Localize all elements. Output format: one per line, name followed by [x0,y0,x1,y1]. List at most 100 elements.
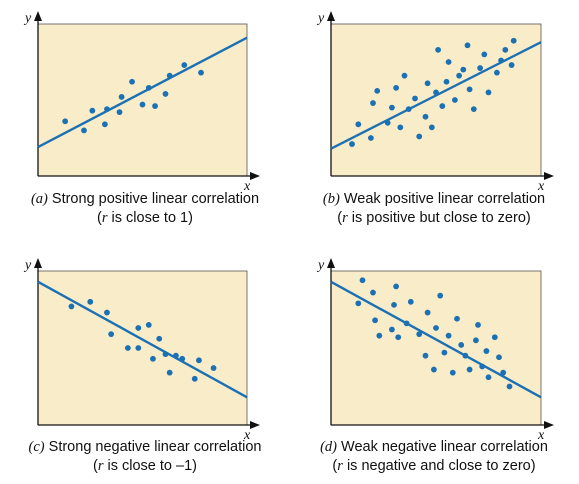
data-point-d-16 [433,325,439,331]
caption-c-line1: (c) Strong negative linear correlation [0,438,290,457]
data-point-a-10 [145,84,152,91]
data-point-b-16 [428,124,435,131]
data-point-a-5 [104,106,110,113]
data-point-b-22 [452,97,458,103]
y-axis-label-c: y [23,258,32,273]
data-point-a-1 [62,118,69,125]
data-point-b-26 [466,86,473,93]
caption-c-text: Strong negative linear correlation [48,439,262,455]
regression-line-a [37,36,248,149]
y-axis-arrow-a [34,11,42,21]
data-point-d-4 [372,317,378,324]
plot-area-b [330,23,542,177]
data-point-b-21 [445,59,452,65]
data-point-c-4 [108,331,115,338]
caption-a: (a) Strong positive linear correlation (… [0,190,290,228]
data-point-d-30 [491,334,498,341]
data-point-c-14 [179,355,186,362]
data-point-b-35 [510,37,517,44]
caption-a-text: Strong positive linear correlation [51,191,260,207]
data-point-d-28 [483,348,490,354]
data-point-d-33 [506,383,513,390]
x-axis-label-b: x [537,179,545,194]
data-point-d-17 [437,292,444,299]
y-axis-label-b: y [316,11,325,26]
x-axis-arrow-c [250,421,260,429]
data-point-d-18 [441,349,448,356]
data-point-a-12 [162,91,169,97]
x-axis-label-c: x [243,428,251,443]
data-point-c-1 [68,303,75,310]
data-point-d-9 [395,334,402,341]
data-point-c-3 [104,309,110,316]
caption-b-text: Weak positive linear correlation [343,191,546,207]
data-point-b-23 [456,72,462,79]
data-point-c-13 [173,352,179,359]
panel-c: yx [23,258,260,443]
data-point-d-15 [431,366,437,373]
y-axis-label-d: y [316,258,325,273]
caption-d-text2: is negative and close to zero [346,458,531,474]
x-axis-label-d: x [537,428,545,443]
caption-b: (b) Weak positive linear correlation (r … [289,190,579,228]
data-point-b-14 [422,113,429,120]
data-point-b-20 [443,78,450,85]
panel-b: yx [316,11,554,194]
data-point-a-14 [181,62,188,68]
data-point-d-6 [389,326,395,333]
caption-b-prefix: (b) [322,191,340,207]
data-point-b-2 [355,121,362,128]
data-point-a-2 [81,127,87,134]
data-point-b-29 [481,51,488,58]
data-point-a-8 [129,78,135,85]
data-point-c-8 [145,322,152,328]
data-point-b-12 [412,95,418,102]
data-point-b-18 [435,46,441,53]
data-point-c-10 [156,335,163,342]
data-point-d-21 [454,315,460,322]
data-point-d-24 [466,366,473,373]
caption-c-text2: is close to –1 [107,458,193,474]
data-point-c-15 [191,375,198,382]
caption-c-var: r [97,458,104,474]
data-point-b-3 [368,135,374,141]
data-point-d-3 [370,289,376,296]
data-point-d-27 [479,363,486,370]
data-point-d-19 [445,332,452,339]
caption-b-text2: is positive but close to zero [351,210,526,226]
data-point-b-15 [424,80,431,87]
x-axis-arrow-a [250,172,260,180]
data-point-c-11 [162,351,169,358]
data-point-d-1 [355,300,362,307]
data-point-a-15 [198,69,204,76]
y-axis-arrow-c [34,258,42,268]
data-point-a-7 [118,94,125,100]
data-point-d-8 [393,283,399,290]
data-point-d-25 [473,337,479,344]
plot-area-a [37,23,248,177]
data-point-c-17 [210,365,217,371]
y-axis-arrow-b [327,11,335,21]
data-point-d-13 [422,352,429,359]
caption-d: (d) Weak negative linear correlation (r … [289,438,579,476]
data-point-b-4 [370,100,376,106]
regression-line-c [37,280,248,399]
caption-a-line2: (r is close to 1) [97,210,193,226]
caption-b-line2: (r is positive but close to zero) [337,210,531,226]
data-point-d-32 [500,369,507,376]
data-point-d-14 [424,309,431,316]
data-point-a-9 [139,101,146,108]
data-point-a-4 [101,121,108,128]
data-point-b-32 [498,57,504,64]
data-point-b-5 [374,87,381,94]
data-point-d-31 [496,354,502,361]
caption-d-var: r [337,458,343,474]
data-point-c-5 [124,345,131,351]
data-point-b-19 [439,103,446,109]
data-point-b-7 [389,104,395,111]
y-axis-label-a: y [23,11,32,26]
caption-d-prefix: (d) [320,439,337,455]
x-axis-arrow-d [544,421,554,429]
data-point-d-11 [407,298,414,305]
data-point-d-2 [359,277,366,284]
